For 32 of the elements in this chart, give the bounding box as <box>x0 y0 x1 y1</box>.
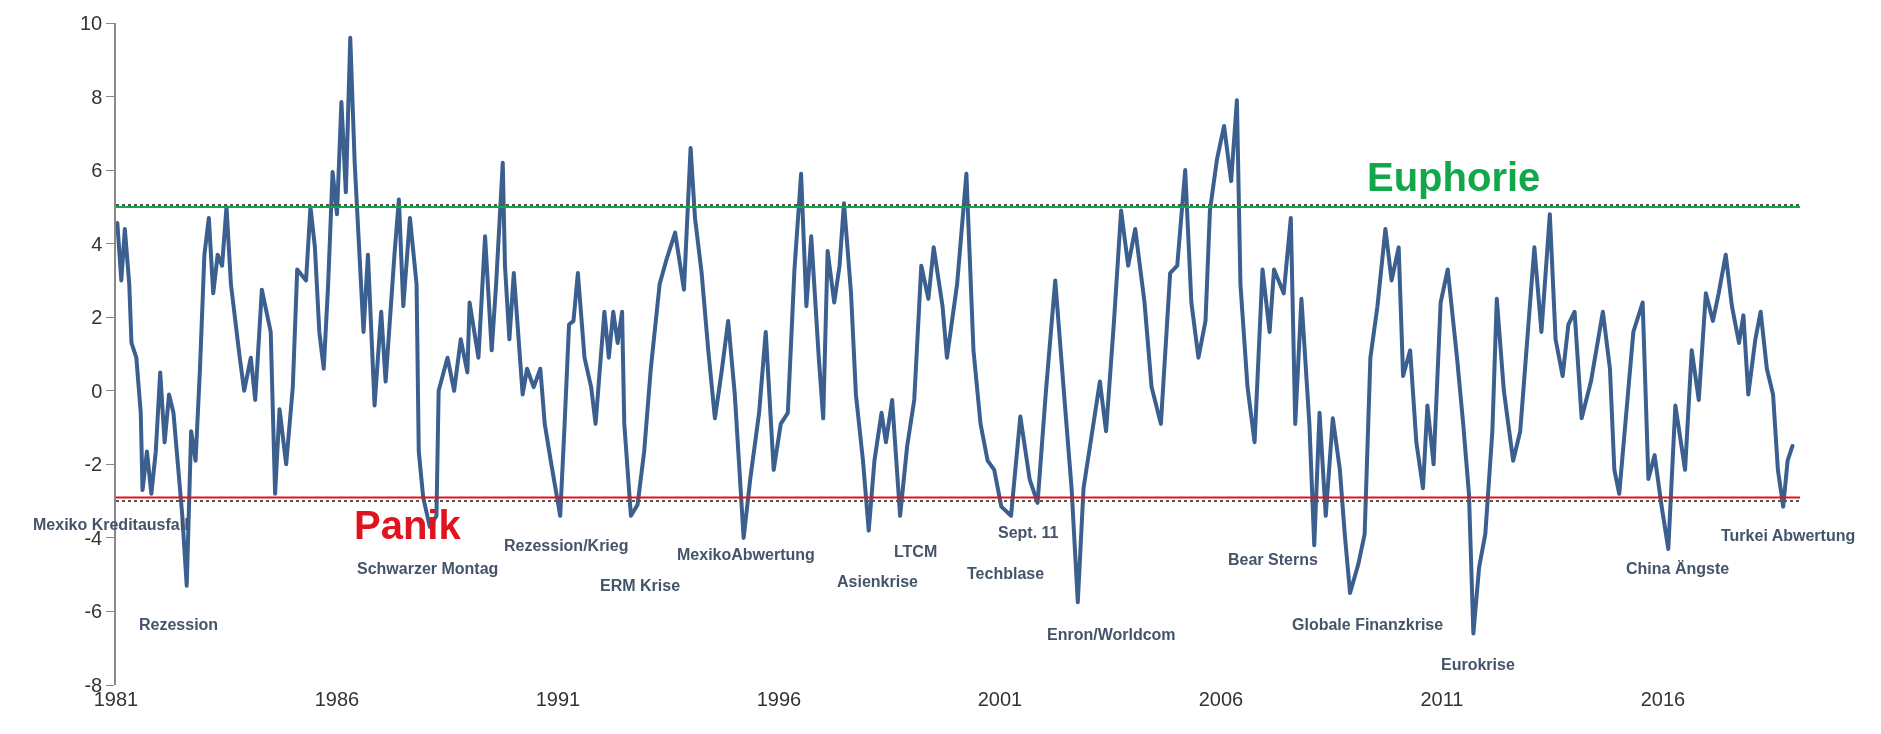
x-tick-label: 2006 <box>1198 688 1244 710</box>
ref-line-label: Euphorie <box>1367 155 1541 199</box>
annotation: Enron/Worldcom <box>1047 626 1176 643</box>
x-tick-label: 1996 <box>756 688 802 710</box>
annotation: Bear Sterns <box>1228 551 1318 568</box>
annotation: Asienkrise <box>837 573 919 590</box>
y-tick-label: 10 <box>80 12 103 34</box>
y-tick-label: 8 <box>91 85 103 108</box>
annotation: Schwarzer Montag <box>357 560 499 577</box>
y-tick-label: -6 <box>84 600 103 623</box>
y-tick-label: 0 <box>91 379 103 402</box>
x-tick-label: 1986 <box>314 688 360 710</box>
y-tick-label: 4 <box>91 232 103 255</box>
annotation: Sept. 11 <box>998 524 1059 541</box>
annotation: MexikoAbwertung <box>677 546 815 563</box>
annotation: ERM Krise <box>600 577 681 594</box>
annotation: Eurokrise <box>1441 656 1515 673</box>
annotation: Turkei Abwertung <box>1721 527 1856 544</box>
annotation: Rezession <box>139 616 219 633</box>
annotation: Techblase <box>967 565 1045 582</box>
y-tick-label: 6 <box>91 159 103 182</box>
x-tick-label: 2001 <box>977 688 1023 710</box>
annotation: Globale Finanzkrise <box>1292 616 1444 633</box>
x-tick-label: 2016 <box>1640 688 1686 710</box>
y-tick-label: -2 <box>84 453 103 476</box>
x-tick-label: 1991 <box>535 688 581 710</box>
annotation: LTCM <box>894 543 938 560</box>
y-tick-label: 2 <box>91 306 103 329</box>
x-tick-label: 2011 <box>1420 688 1464 710</box>
annotation: China Ängste <box>1626 560 1730 577</box>
annotation: Rezession/Krieg <box>504 537 629 554</box>
ref-line-label: Panik <box>354 503 462 547</box>
